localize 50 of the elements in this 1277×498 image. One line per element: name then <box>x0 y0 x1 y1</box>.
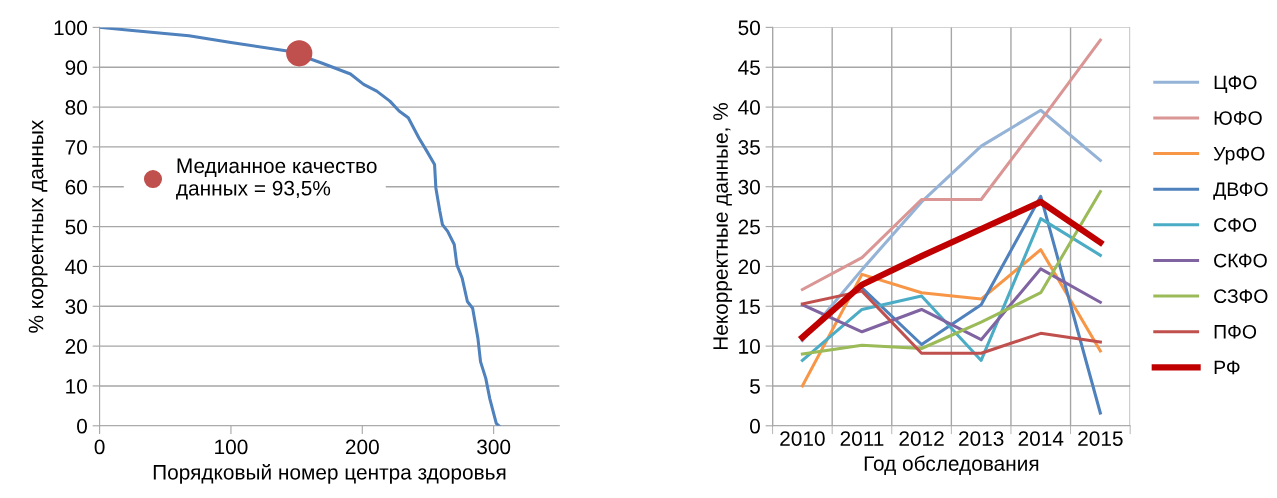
x-tick-label: 2012 <box>899 431 944 446</box>
x-tick-label: 2013 <box>959 431 1004 446</box>
legend-label: СКФО <box>1214 253 1267 268</box>
line-series <box>800 289 1102 355</box>
y-tick-label: 30 <box>738 179 760 195</box>
x-axis-title: Год обследования <box>864 455 1039 475</box>
legend-label: ДВФО <box>1213 182 1268 200</box>
x-tick-label: 2015 <box>1078 431 1123 446</box>
x-tick-label: 2011 <box>840 431 884 446</box>
y-tick-label: 0 <box>77 418 87 434</box>
y-tick-label: 0 <box>750 418 760 434</box>
legend-label: ПФО <box>1214 324 1257 339</box>
y-tick-label: 50 <box>738 20 760 36</box>
y-tick-label: 25 <box>738 219 760 235</box>
y-tick-label: 10 <box>739 339 760 354</box>
legend-label: УрФО <box>1213 146 1265 165</box>
x-tick-label: 300 <box>477 439 511 455</box>
x-axis-title: Порядковый номер центра здоровья <box>153 463 506 484</box>
x-tick-label: 2010 <box>780 431 825 446</box>
y-tick-label: 100 <box>54 20 87 36</box>
x-tick-label: 2014 <box>1018 431 1064 446</box>
y-tick-label: 80 <box>65 100 87 115</box>
line-series <box>800 38 1102 292</box>
y-tick-label: 40 <box>65 259 87 275</box>
y-tick-label: 50 <box>65 219 87 235</box>
y-tick-label: 20 <box>738 259 760 275</box>
y-axis-title: Некорректные данные, % <box>713 103 733 350</box>
y-tick-label: 40 <box>738 100 760 115</box>
legend-label: Медианное качество данных = 93,5% <box>176 158 377 200</box>
legend-label: ЮФО <box>1214 111 1262 125</box>
y-tick-label: 30 <box>65 299 87 315</box>
y-tick-label: 60 <box>65 179 87 195</box>
y-tick-label: 5 <box>750 379 760 394</box>
y-tick-label: 90 <box>65 60 87 75</box>
y-tick-label: 70 <box>65 139 87 155</box>
x-tick-label: 100 <box>215 439 248 455</box>
legend-label: СЗФО <box>1214 289 1268 304</box>
y-tick-label: 10 <box>66 378 87 394</box>
x-tick-label: 200 <box>345 439 379 455</box>
legend-label: РФ <box>1214 360 1240 375</box>
line-series <box>800 267 1102 342</box>
y-tick-label: 35 <box>738 139 760 155</box>
legend-label: ЦФО <box>1214 75 1257 93</box>
y-tick-label: 15 <box>739 299 760 315</box>
x-tick-label: 0 <box>94 439 105 455</box>
y-tick-label: 20 <box>65 339 87 354</box>
y-tick-label: 45 <box>738 60 760 75</box>
line-series <box>860 194 1102 415</box>
y-axis-title: % корректных данных <box>28 119 48 333</box>
legend-label: СФО <box>1214 218 1257 232</box>
